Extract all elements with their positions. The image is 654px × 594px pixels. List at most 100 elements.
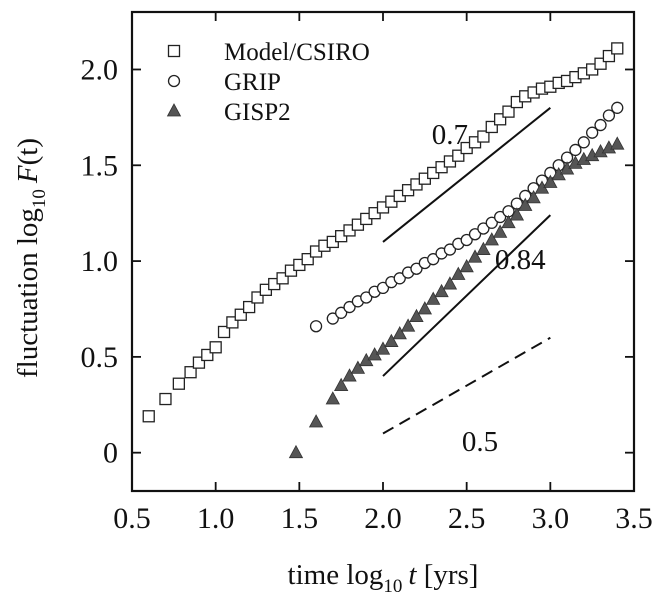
y-axis-title-var: F (12, 165, 44, 184)
legend-square-marker (167, 44, 181, 58)
x-axis-title-suffix: [yrs] (416, 559, 478, 591)
triangle-point (325, 391, 340, 405)
circle-point (376, 281, 390, 295)
y-tick-label: 1.5 (81, 149, 119, 182)
x-tick-label: 0.5 (113, 502, 151, 535)
square-point (159, 392, 172, 406)
y-axis-title: fluctuation log10 F(t) (12, 138, 50, 378)
square-point (226, 316, 239, 329)
circle-point (594, 118, 607, 132)
triangle-point (442, 276, 458, 290)
triangle-point (417, 301, 433, 315)
square-point (485, 120, 498, 134)
circle-point (485, 216, 498, 229)
y-axis-title-prefix: fluctuation log (12, 208, 44, 378)
circle-point (586, 126, 599, 139)
square-point (217, 325, 231, 339)
triangle-point (467, 249, 483, 263)
square-point (234, 308, 247, 321)
triangle-point (492, 224, 508, 238)
square-point (184, 366, 197, 379)
triangle-point (308, 414, 324, 428)
circle-point (427, 253, 440, 266)
square-point (594, 57, 607, 70)
square-point (602, 49, 616, 63)
triangle-point (426, 291, 441, 305)
legend-circle-marker (167, 74, 181, 88)
triangle-point (459, 258, 474, 273)
legend-label: GRIP (224, 69, 281, 96)
circle-point (460, 233, 473, 247)
x-axis-title-sub: 10 (383, 576, 402, 594)
circle-point (410, 262, 423, 275)
y-tick-label: 0 (103, 437, 118, 470)
triangle-point (350, 360, 366, 374)
triangle-point (543, 174, 558, 188)
square-point (611, 42, 624, 55)
slope-label: 0.5 (462, 426, 498, 458)
square-point (192, 356, 206, 369)
triangle-point (484, 232, 499, 246)
triangle-point (476, 241, 491, 255)
triangle-point (392, 326, 407, 340)
y-axis-title-sub: 10 (29, 189, 50, 208)
triangle-point (610, 136, 625, 150)
legend-triangle-marker (166, 103, 182, 117)
square-point (502, 105, 515, 118)
circle-point (577, 136, 590, 149)
x-axis-title-var: t (408, 559, 417, 591)
circle-point (493, 210, 507, 224)
triangle-point (342, 368, 357, 382)
x-tick-label: 2.5 (448, 502, 486, 535)
circle-point (611, 101, 624, 114)
square-point (251, 291, 264, 304)
triangle-point (375, 341, 391, 355)
circle-point (335, 306, 348, 319)
triangle-point (400, 318, 416, 332)
circle-point (343, 300, 356, 314)
reference-line (382, 214, 552, 377)
circle-point (326, 312, 339, 325)
square-point (209, 341, 222, 354)
triangle-point (409, 308, 424, 323)
square-point (242, 300, 256, 314)
circle-point (569, 143, 582, 157)
triangle-point (384, 333, 399, 347)
x-tick-label: 2.0 (364, 502, 402, 535)
circle-point (393, 272, 406, 285)
circle-point (443, 243, 457, 256)
x-axis-title: time log10 t [yrs] (288, 559, 479, 594)
x-tick-label: 3.0 (532, 502, 570, 535)
x-axis-title-prefix: time log (288, 559, 384, 591)
triangle-point (333, 377, 349, 392)
triangle-point (288, 444, 304, 459)
triangle-point (518, 197, 533, 211)
y-tick-label: 2.0 (81, 53, 119, 86)
axis-ticks: 0.5 1.0 1.5 2.0 2.5 3.0 3.5 0 0.5 1.0 1.5 2.0 (81, 12, 653, 535)
reference-lines: 0.70.840.5 (382, 107, 552, 458)
y-axis-title-suffix: (t) (12, 138, 44, 165)
legend: Model/CSIRO GRIP GISP2 (166, 39, 370, 126)
triangle-point (501, 214, 516, 229)
y-tick-label: 0.5 (81, 341, 119, 374)
x-tick-label: 1.5 (281, 502, 319, 535)
slope-label: 0.84 (495, 244, 546, 276)
square-point (301, 253, 314, 266)
reference-line (382, 336, 551, 435)
y-tick-label: 1.0 (81, 245, 119, 278)
legend-label: Model/CSIRO (224, 39, 370, 66)
square-point (276, 272, 289, 285)
circle-point (468, 228, 482, 241)
square-point (493, 113, 507, 126)
reference-line (382, 107, 551, 243)
data-marks (142, 42, 625, 459)
square-point (452, 149, 465, 162)
circle-point (360, 291, 373, 304)
circle-point (477, 222, 490, 235)
x-tick-label: 1.0 (197, 502, 235, 535)
triangle-point (509, 207, 525, 221)
square-point (172, 377, 186, 390)
square-point (142, 410, 155, 423)
square-point (477, 130, 490, 143)
triangle-point (434, 283, 449, 298)
